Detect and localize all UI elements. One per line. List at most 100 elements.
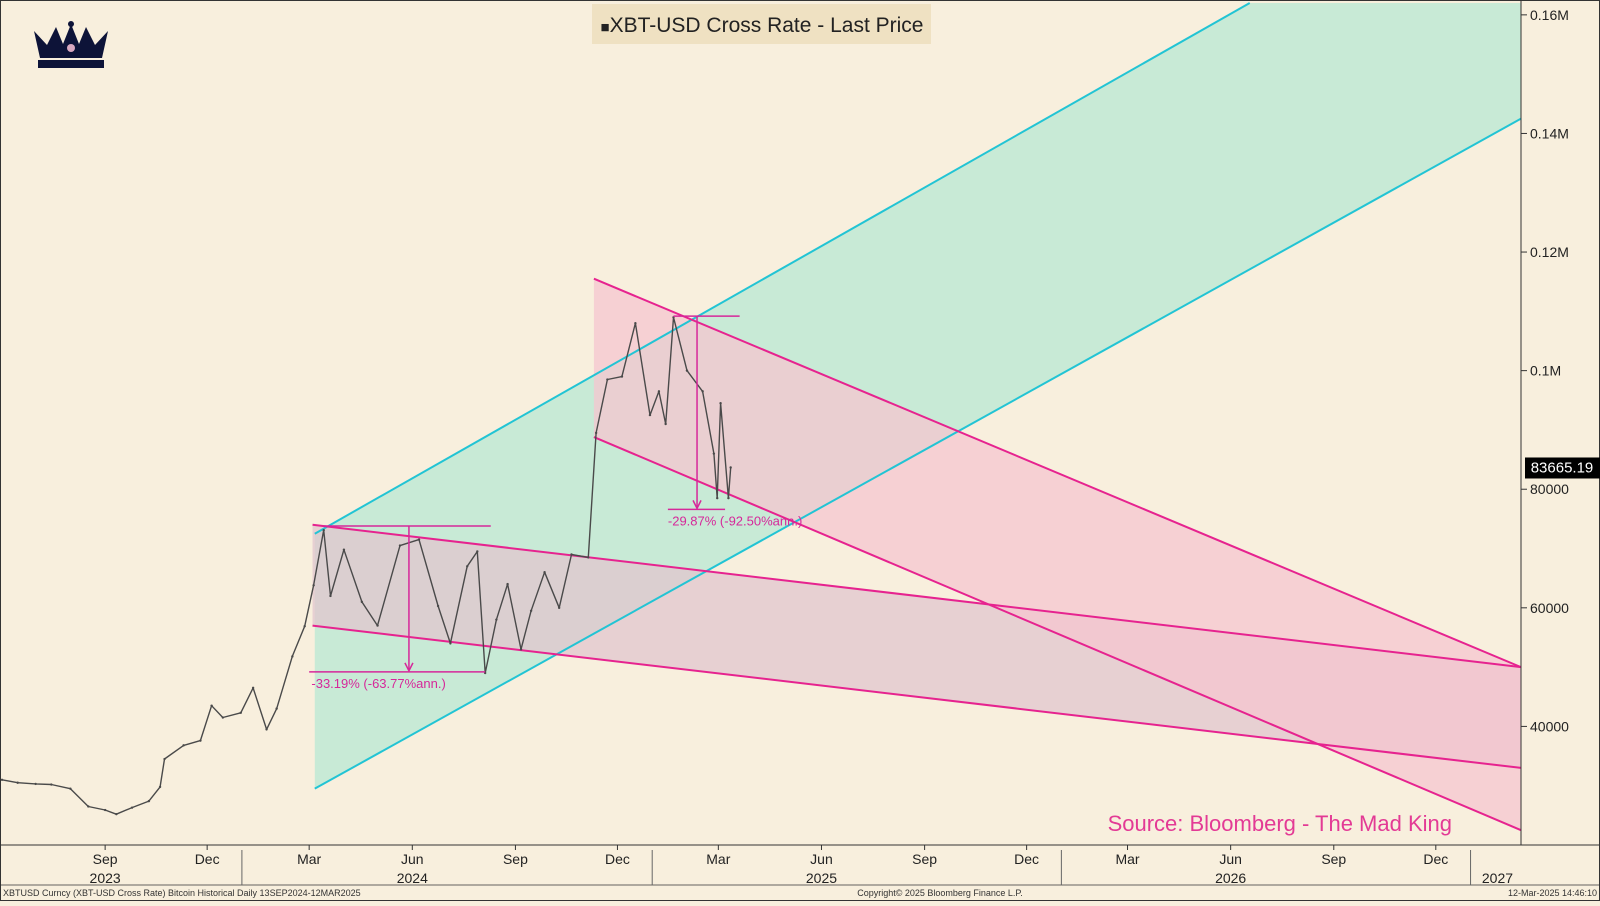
y-tick-label: 40000 xyxy=(1530,718,1569,734)
price-point xyxy=(543,571,546,574)
price-point xyxy=(719,402,722,405)
price-point xyxy=(115,812,118,816)
price-point xyxy=(275,707,278,710)
price-point xyxy=(436,604,440,608)
last-price-box xyxy=(1525,457,1600,479)
price-point xyxy=(648,413,652,417)
price-point xyxy=(50,783,53,786)
x-tick-label: Dec xyxy=(605,851,630,867)
price-point xyxy=(466,565,469,568)
channel-upper-line xyxy=(314,2,1251,535)
price-point xyxy=(606,378,609,381)
x-tick-label: Sep xyxy=(93,851,118,867)
price-point xyxy=(729,466,732,469)
channel-upper-line xyxy=(593,277,1522,669)
price-point xyxy=(476,550,479,553)
price-point xyxy=(716,496,719,500)
price-point xyxy=(103,808,107,812)
price-point xyxy=(620,375,624,378)
price-point xyxy=(239,711,242,714)
price-point xyxy=(322,528,325,532)
channel-fill xyxy=(593,278,1521,831)
price-point xyxy=(506,582,509,586)
channel-upper-line xyxy=(312,523,1522,669)
price-point xyxy=(34,782,37,786)
chart-title: ■XBT-USD Cross Rate - Last Price xyxy=(601,14,924,37)
footer-center: Copyright© 2025 Bloomberg Finance L.P. xyxy=(857,888,1023,898)
price-point xyxy=(130,806,134,809)
x-tick-label: Jun xyxy=(1219,851,1242,867)
price-point xyxy=(303,624,306,628)
y-tick-label: 0.1M xyxy=(1530,363,1561,379)
price-point xyxy=(360,600,364,604)
price-point xyxy=(87,805,90,808)
y-tick-label: 80000 xyxy=(1530,481,1569,497)
drawdown-arrow-head xyxy=(404,662,414,673)
price-point xyxy=(147,799,151,803)
x-tick-label: Sep xyxy=(1321,851,1346,867)
drawdown-arrow-head xyxy=(692,500,702,511)
x-tick-label: Dec xyxy=(195,851,220,867)
price-point xyxy=(557,606,561,610)
price-point xyxy=(221,716,225,719)
y-tick-label: 0.14M xyxy=(1530,125,1569,141)
price-point xyxy=(210,704,213,707)
footer-right: 12-Mar-2025 14:46:10 xyxy=(1508,888,1597,898)
price-point xyxy=(265,728,268,731)
y-tick-label: 0.12M xyxy=(1530,244,1569,260)
y-tick-label: 60000 xyxy=(1530,600,1569,616)
x-tick-label: Mar xyxy=(706,851,730,867)
x-tick-label: Sep xyxy=(503,851,528,867)
year-label: 2027 xyxy=(1482,870,1513,886)
price-point xyxy=(199,739,202,742)
last-price-label: 83665.19 xyxy=(1531,459,1594,476)
price-point xyxy=(712,452,716,455)
x-tick-label: Sep xyxy=(912,851,937,867)
crown-logo xyxy=(34,21,108,68)
price-point xyxy=(529,609,533,612)
x-tick-label: Dec xyxy=(1423,851,1448,867)
price-point xyxy=(312,584,315,587)
year-label: 2024 xyxy=(397,870,428,886)
price-point xyxy=(163,757,166,761)
price-point xyxy=(342,548,346,551)
price-point xyxy=(376,624,379,627)
year-label: 2025 xyxy=(806,870,837,886)
price-point xyxy=(664,422,667,426)
drawdown-label: -29.87% (-92.50%ann.) xyxy=(668,514,802,529)
price-point xyxy=(417,538,421,541)
price-point xyxy=(657,390,661,393)
price-point xyxy=(16,781,19,784)
price-point xyxy=(251,686,255,690)
footer-left: XBTUSD Curncy (XBT-USD Cross Rate) Bitco… xyxy=(3,888,361,898)
price-point xyxy=(398,544,402,547)
price-point xyxy=(291,655,294,658)
year-label: 2023 xyxy=(90,870,121,886)
y-tick-label: 0.16M xyxy=(1530,7,1569,23)
price-point xyxy=(519,648,523,651)
price-point xyxy=(727,496,730,500)
price-point xyxy=(449,642,452,645)
price-point xyxy=(685,369,689,372)
drawdown-label: -33.19% (-63.77%ann.) xyxy=(311,676,445,691)
price-point xyxy=(701,390,704,393)
price-point xyxy=(69,787,72,790)
price-point xyxy=(587,556,590,559)
price-point xyxy=(495,618,498,621)
price-point xyxy=(158,785,162,789)
channel-fill xyxy=(312,524,1522,768)
price-point xyxy=(0,778,4,781)
x-tick-label: Jun xyxy=(401,851,424,867)
x-tick-label: Dec xyxy=(1014,851,1039,867)
channel-lower-line xyxy=(314,117,1522,790)
x-tick-label: Mar xyxy=(297,851,321,867)
title-box xyxy=(592,4,931,44)
channel-lower-line xyxy=(593,436,1522,832)
price-point xyxy=(570,553,573,556)
x-tick-label: Jun xyxy=(810,851,833,867)
price-point xyxy=(634,321,637,325)
price-point xyxy=(329,594,332,598)
source-label: Source: Bloomberg - The Mad King xyxy=(1108,811,1452,836)
